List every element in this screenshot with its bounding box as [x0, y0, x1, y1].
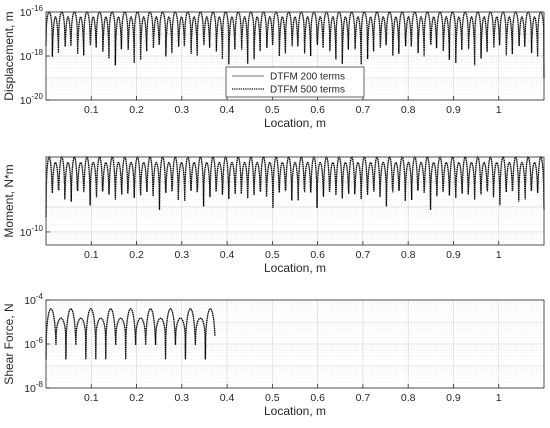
- y-tick-label: 10-8: [24, 380, 43, 395]
- y-axis-title: Moment, N*m: [2, 164, 16, 237]
- x-axis-title: Location, m: [264, 261, 326, 275]
- x-tick-label: 0.4: [220, 249, 235, 261]
- x-tick-label: 0.6: [310, 249, 325, 261]
- x-tick-label: 0.9: [446, 104, 461, 116]
- x-tick-label: 0.8: [401, 392, 416, 404]
- chart-panel-3: 0.1 0.2 0.3 0.4 0.5 0.6 0.7 0.8 0.9 1 10-4 10-6 10-8…: [2, 292, 545, 418]
- x-tick-label: 0.1: [84, 392, 99, 404]
- x-tick-label: 0.2: [129, 249, 144, 261]
- x-tick-label: 0.5: [265, 392, 280, 404]
- x-tick-label: 1: [496, 104, 502, 116]
- x-tick-label: 1: [496, 249, 502, 261]
- y-axis-title: Shear Force, N: [2, 303, 16, 384]
- x-tick-label: 0.1: [84, 249, 99, 261]
- x-tick-label: 0.8: [401, 249, 416, 261]
- y-tick-label: 10-10: [20, 224, 44, 239]
- x-tick-label: 1: [496, 392, 502, 404]
- x-tick-label: 0.3: [175, 249, 190, 261]
- x-axis-title: Location, m: [264, 116, 326, 130]
- chart-panel-1: 0.1 0.2 0.3 0.4 0.5 0.6 0.7 0.8 0.9 1 10-16 10-18 10…: [2, 4, 545, 130]
- x-tick-label: 0.5: [265, 104, 280, 116]
- series-line-dtfm-500-terms: [45, 156, 545, 217]
- series-line-dtfm-500-terms: [45, 308, 216, 360]
- x-tick-label: 0.8: [401, 104, 416, 116]
- x-axis-title: Location, m: [264, 404, 326, 418]
- y-tick-label: 10-16: [20, 4, 44, 19]
- x-tick-label: 0.9: [446, 392, 461, 404]
- chart-panel-2: 0.1 0.2 0.3 0.4 0.5 0.6 0.7 0.8 0.9 1 10-10 Locatio…: [2, 156, 545, 275]
- x-tick-label: 0.5: [265, 249, 280, 261]
- axes-box: [45, 156, 545, 246]
- x-tick-label: 0.1: [84, 104, 99, 116]
- x-tick-label: 0.7: [356, 249, 371, 261]
- series-group: [45, 156, 545, 217]
- x-tick-label: 0.7: [356, 104, 371, 116]
- y-tick-label: 10-4: [24, 292, 43, 307]
- series-group: [45, 11, 545, 79]
- x-tick-label: 0.3: [175, 392, 190, 404]
- series-group: [45, 308, 216, 360]
- legend-label: DTFM 500 terms: [270, 85, 345, 96]
- x-tick-label: 0.3: [175, 104, 190, 116]
- y-axis-title: Displacement, m: [2, 11, 16, 100]
- y-tick-label: 10-20: [20, 92, 44, 107]
- x-tick-label: 0.9: [446, 249, 461, 261]
- x-tick-label: 0.6: [310, 392, 325, 404]
- legend-box: [225, 66, 365, 98]
- legend-label: DTFM 200 terms: [270, 72, 345, 83]
- legend: DTFM 200 terms DTFM 500 terms: [225, 66, 365, 98]
- x-tick-label: 0.2: [129, 392, 144, 404]
- y-tick-label: 10-6: [24, 336, 43, 351]
- series-line-dtfm-500-terms: [45, 11, 545, 79]
- x-tick-label: 0.4: [220, 104, 235, 116]
- y-tick-label: 10-18: [20, 48, 44, 63]
- x-tick-label: 0.4: [220, 392, 235, 404]
- grid: [46, 299, 544, 389]
- x-tick-label: 0.2: [129, 104, 144, 116]
- x-tick-label: 0.7: [356, 392, 371, 404]
- x-tick-label: 0.6: [310, 104, 325, 116]
